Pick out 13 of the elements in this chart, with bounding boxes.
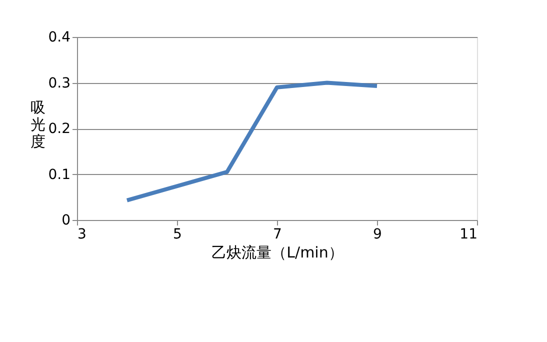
x-tick-label: 11 [460,226,478,242]
y-tick-label: 0.3 [48,75,70,92]
y-tick-label: 0 [62,212,70,228]
x-tick-label: 3 [78,226,86,242]
y-tick-label: 0.2 [48,121,70,137]
x-tick-label: 5 [173,226,182,242]
line-series [125,80,379,202]
x-tick-label: 9 [373,226,382,242]
x-axis-title: 乙炔流量（L/min） [212,244,344,262]
y-axis-title: 吸光度 [30,98,46,150]
y-tick-label: 0.4 [48,30,71,46]
x-tick-label: 7 [273,226,282,242]
y-tick-label: 0.1 [48,166,70,183]
